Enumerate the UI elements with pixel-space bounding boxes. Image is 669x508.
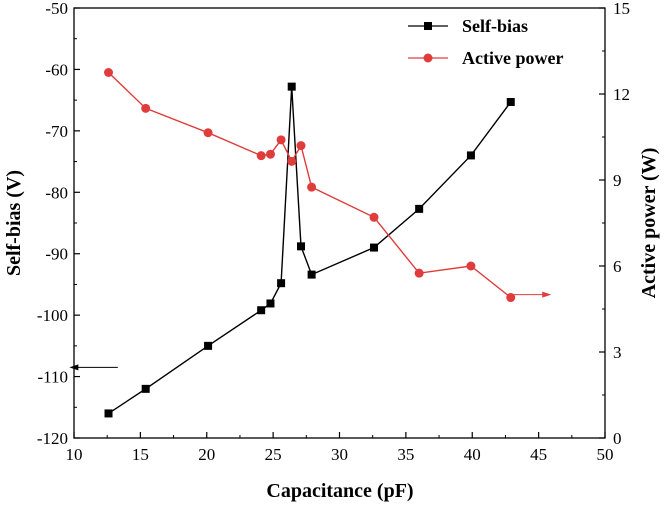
- y-right-tick-label: 15: [613, 0, 630, 18]
- y-left-tick-label: -70: [45, 122, 68, 141]
- y-left-tick-label: -120: [37, 429, 68, 448]
- y-left-tick-label: -110: [37, 368, 68, 387]
- active-power-point: [307, 182, 317, 192]
- self-bias-point: [277, 279, 286, 288]
- self-bias-point: [370, 243, 379, 252]
- right-axis-arrow-head: [542, 291, 552, 298]
- active-power-point: [296, 141, 306, 151]
- x-tick-label: 35: [397, 445, 414, 464]
- self-bias-point: [204, 341, 213, 350]
- self-bias-point: [297, 242, 306, 251]
- y-right-tick-label: 12: [613, 85, 630, 104]
- active-power-point: [203, 128, 213, 138]
- active-power-point: [276, 135, 286, 145]
- y-right-tick-label: 3: [613, 343, 622, 362]
- plot-frame: [73, 7, 606, 439]
- y-left-tick-label: -80: [45, 183, 68, 202]
- series-active-power: [104, 68, 516, 303]
- self-bias-point: [506, 97, 515, 106]
- x-tick-label: 40: [464, 445, 481, 464]
- self-bias-point: [104, 409, 113, 418]
- legend-label-active-power: Active power: [462, 48, 563, 68]
- series-layer: [104, 68, 516, 418]
- active-power-point: [369, 212, 379, 222]
- left-axis-arrow: [69, 364, 118, 371]
- self-bias-point: [307, 270, 316, 279]
- x-axis-ticks: 10 15 20 25 30 35 40 45 50: [66, 432, 614, 464]
- left-axis-arrow-head: [69, 364, 79, 371]
- y-right-axis-ticks: 0 3 6 9 12 15: [599, 0, 630, 448]
- active-power-point: [414, 268, 424, 278]
- legend-marker-self-bias: [424, 22, 432, 30]
- legend-marker-active-power: [423, 53, 433, 63]
- self-bias-point: [466, 151, 475, 160]
- right-axis-arrow: [508, 291, 552, 298]
- series-self-bias: [104, 82, 515, 418]
- x-tick-label: 10: [66, 445, 83, 464]
- y-left-axis-ticks: -120 -110 -100 -90 -80 -70 -60 -50: [37, 0, 80, 448]
- legend-label-self-bias: Self-bias: [462, 16, 528, 36]
- x-tick-label: 20: [198, 445, 215, 464]
- y-left-tick-label: -60: [45, 60, 68, 79]
- self-bias-point: [415, 204, 424, 213]
- x-axis-title: Capacitance (pF): [266, 480, 413, 502]
- x-tick-label: 15: [132, 445, 149, 464]
- y-left-tick-label: -50: [45, 0, 68, 18]
- active-power-point: [141, 103, 151, 113]
- self-bias-point: [141, 384, 150, 393]
- active-power-point: [265, 149, 275, 159]
- y-left-tick-label: -100: [37, 306, 68, 325]
- y-right-tick-label: 0: [613, 429, 622, 448]
- x-tick-label: 30: [331, 445, 348, 464]
- y-right-axis-title: Active power (W): [638, 148, 660, 299]
- active-power-point: [256, 151, 266, 161]
- y-left-axis-title: Self-bias (V): [3, 170, 25, 276]
- annotation-layer: [69, 291, 552, 371]
- self-bias-point: [266, 299, 275, 308]
- x-tick-label: 50: [597, 445, 614, 464]
- y-right-tick-label: 9: [613, 171, 622, 190]
- x-tick-label: 45: [530, 445, 547, 464]
- active-power-point: [506, 293, 516, 303]
- self-bias-line: [108, 86, 512, 415]
- y-left-tick-label: -90: [45, 245, 68, 264]
- self-bias-point: [287, 82, 296, 91]
- y-right-tick-label: 6: [613, 257, 622, 276]
- active-power-point: [104, 68, 114, 77]
- active-power-point: [466, 261, 476, 271]
- x-tick-label: 25: [265, 445, 282, 464]
- legend: Self-bias Active power: [408, 16, 563, 68]
- active-power-point: [287, 156, 297, 166]
- self-bias-point: [257, 306, 266, 315]
